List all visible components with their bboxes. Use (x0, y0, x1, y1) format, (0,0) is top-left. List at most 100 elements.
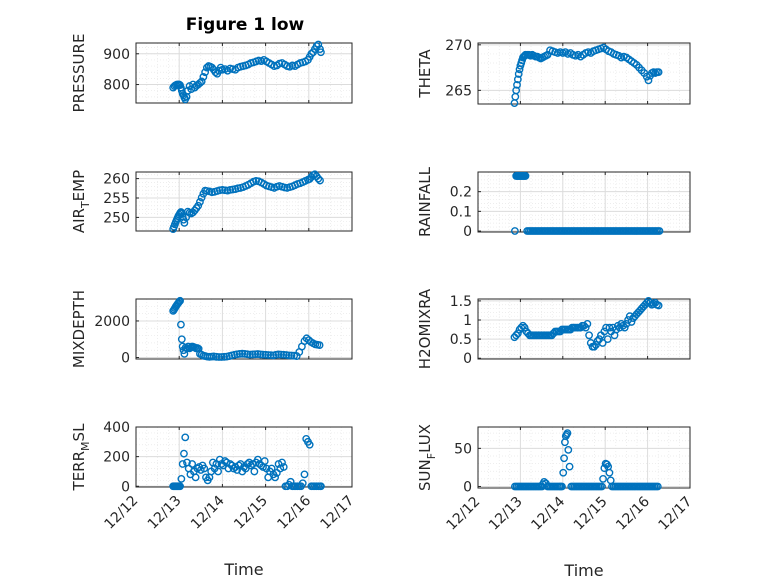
data-point (196, 197, 204, 206)
data-point (279, 463, 288, 471)
y-tick-label: 260 (103, 172, 130, 188)
axes-box (135, 42, 353, 104)
data-point (235, 349, 244, 358)
y-tick-label: 400 (103, 420, 130, 436)
y-tick-label: 0.5 (450, 332, 472, 348)
data-point (597, 482, 606, 491)
x-axis-label: Time (223, 560, 263, 579)
data-point (581, 323, 590, 332)
axes-box (135, 298, 353, 360)
axes-box (477, 298, 691, 360)
data-point (202, 63, 211, 72)
data-point (605, 468, 614, 477)
y-tick-label: 0 (463, 224, 472, 240)
data-point (285, 351, 293, 360)
data-point (215, 455, 224, 464)
x-tick-label: 12/14 (188, 493, 228, 533)
data-point (314, 174, 323, 183)
data-point (250, 467, 259, 476)
panel-4: 0 2000 MIXDEPTH (70, 290, 353, 368)
x-tick-label: 12/12 (444, 494, 484, 534)
data-point (212, 352, 221, 361)
y-tick-label: 1.5 (450, 294, 472, 310)
data-point (188, 460, 197, 468)
data-point (591, 340, 600, 349)
data-point (217, 353, 226, 361)
panel-0: 800 900 PRESSURE (70, 34, 353, 113)
data-point (256, 350, 265, 359)
data-point (298, 479, 307, 488)
y-tick-label: 0 (121, 479, 130, 495)
data-point (314, 40, 323, 49)
data-point (274, 350, 283, 359)
data-point (201, 68, 210, 77)
data-point (197, 77, 206, 86)
y-tick-label: 0 (463, 351, 472, 367)
data-point (583, 319, 592, 328)
data-point (260, 457, 269, 465)
data-point (261, 350, 270, 359)
x-tick-label: 12/12 (102, 493, 142, 533)
x-tick-label: 12/15 (231, 493, 271, 533)
data-point (253, 455, 262, 464)
data-point (519, 321, 527, 330)
y-label-main: RAINFALL (416, 166, 434, 237)
data-point (654, 301, 663, 310)
y-label-rest: EMP (70, 170, 88, 201)
data-point (181, 433, 190, 442)
panel-5: 0 0.5 1 1.5 H2OMIXRA (416, 288, 691, 369)
x-tick-label: 12/17 (656, 494, 696, 534)
data-point (559, 468, 568, 477)
data-point (238, 349, 247, 358)
data-point (177, 474, 186, 483)
y-tick-label: 0.1 (450, 204, 472, 220)
data-point (590, 342, 599, 351)
y-axis-label: AIRTEMP (70, 170, 92, 233)
y-label-main: TERR (70, 451, 88, 492)
y-tick-label: 250 (103, 210, 130, 226)
data-point (517, 323, 526, 332)
data-point (603, 335, 612, 344)
data-point (300, 470, 309, 479)
data-point (512, 86, 521, 95)
data-point (178, 460, 187, 468)
data-point (654, 68, 663, 77)
data-point (605, 323, 614, 332)
data-point (653, 482, 662, 491)
data-point (520, 323, 529, 332)
data-point (251, 350, 260, 359)
data-point (248, 350, 257, 359)
x-tick-label: 12/16 (274, 493, 314, 533)
y-axis-label: SUNFLUX (416, 424, 438, 491)
data-point (558, 482, 566, 491)
y-tick-label: 255 (103, 191, 130, 207)
data-point (200, 464, 209, 473)
data-point (194, 201, 203, 210)
data-point (233, 466, 241, 474)
data-point (655, 227, 664, 235)
data-point (316, 482, 325, 491)
y-axis-label: PRESSURE (70, 34, 88, 113)
data-point (563, 429, 572, 437)
y-tick-label: 200 (103, 450, 130, 466)
data-point (315, 341, 324, 349)
panel-3: 0 0.1 0.2 RAINFALL (416, 166, 691, 240)
y-label-main: THETA (416, 49, 434, 99)
y-tick-label: 0.2 (450, 185, 472, 201)
y-label-subscript: M (79, 441, 92, 451)
y-axis-label: RAINFALL (416, 166, 434, 237)
data-point (510, 227, 519, 235)
data-point (564, 445, 573, 454)
y-tick-label: 270 (445, 38, 472, 54)
x-tick-label: 12/17 (318, 493, 358, 533)
y-tick-label: 0 (121, 351, 130, 367)
data-point (277, 350, 286, 359)
data-point (191, 473, 200, 482)
x-tick-label: 12/13 (145, 493, 185, 533)
data-point (176, 296, 184, 305)
data-point (599, 474, 607, 483)
data-point (271, 473, 280, 482)
axes-box (135, 171, 353, 232)
data-point (279, 350, 288, 359)
